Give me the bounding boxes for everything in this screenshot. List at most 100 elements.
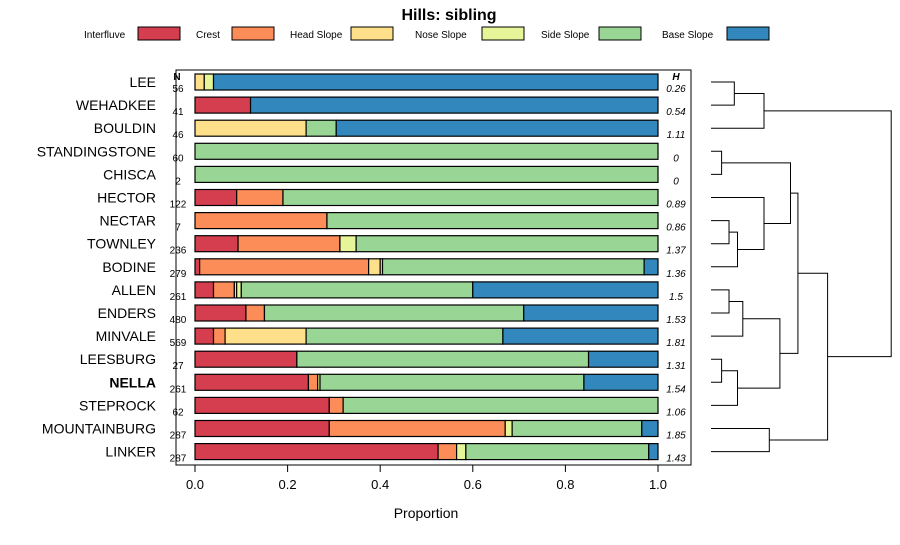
row-label-nectar: NECTAR [99,213,156,229]
bar-segment-leesburg-interfluve [194,350,298,368]
row-label-standingstone: STANDINGSTONE [37,143,156,159]
bar-segment-linker-nose-slope [455,443,467,461]
bar-segment-enders-interfluve [194,304,247,322]
dendrogram-link-9 [711,300,744,337]
dendrogram-link-13 [779,192,799,354]
row-label-hector: HECTOR [97,190,156,206]
dendrogram-link-16 [764,110,892,358]
bar-segment-bouldin-head-slope [194,119,307,137]
rows-layer: LEE 56 0.26 WEHADKEE 41 0.54 BOULDIN 46 1.11 STAN… [37,73,686,465]
bar-segment-lee-base-slope [212,73,659,91]
bar-segment-standingstone-side-slope [194,142,659,160]
dendrogram-link-3 [711,150,723,175]
dendrogram-link-8 [711,289,730,314]
bar-segment-hector-crest [236,188,284,207]
row-n-bouldin: 46 [172,130,184,141]
bar-segment-minvale-head-slope [224,327,307,345]
row-label-minvale: MINVALE [96,328,156,344]
bar-segment-townley-interfluve [194,235,239,253]
legend-swatch-nose-slope [481,26,525,41]
bar-segment-townley-nose-slope [339,235,357,253]
row-n-lee: 56 [172,84,184,95]
dendrogram-link-10 [711,358,723,383]
bar-segment-mountainburg-base-slope [641,419,659,438]
row-h-standingstone: 0 [673,153,679,164]
legend-label-head-slope: Head Slope [290,30,343,41]
legend-label-base-slope: Base Slope [662,30,714,41]
dendrogram-link-2 [711,93,765,129]
bar-segment-nella-interfluve [194,373,310,391]
x-tick-label: 0.8 [556,477,574,492]
bar-segment-mountainburg-crest [328,419,506,438]
bar-segment-hector-side-slope [282,188,659,207]
dendrogram [711,81,892,453]
bar-segment-minvale-interfluve [194,327,215,345]
n-column-header: N [173,72,180,83]
row-n-wehadkee: 41 [172,107,184,118]
dendrogram-link-1 [711,81,735,106]
bar-segment-hector-interfluve [194,188,238,207]
bar-segment-nectar-side-slope [326,212,659,230]
bar-segment-bodine-interfluve [194,258,201,276]
row-h-hector: 0.89 [666,200,686,211]
bar-segment-mountainburg-interfluve [194,419,330,438]
row-label-nella: NELLA [109,374,156,390]
h-column-header: H [672,72,680,83]
row-n-minvale: 569 [170,338,187,349]
x-tick-label: 0.4 [371,477,389,492]
row-label-steprock: STEPROCK [79,397,157,413]
bar-segment-bodine-crest [199,258,370,276]
legend-swatch-base-slope [726,26,770,41]
bar-segment-linker-interfluve [194,443,439,461]
bar-segment-nella-side-slope [319,373,585,391]
dendrogram-link-5 [711,231,738,268]
bar-segment-minvale-side-slope [305,327,504,345]
dendrogram-link-12 [737,318,781,389]
row-h-linker: 1.43 [666,454,686,465]
bar-segment-bodine-side-slope [381,258,645,276]
row-h-chisca: 0 [673,176,679,187]
bar-segment-steprock-side-slope [342,396,659,414]
legend-label-crest: Crest [196,30,220,41]
bar-segment-nella-base-slope [583,373,659,391]
x-axis-label: Proportion [394,505,459,521]
legend-label-nose-slope: Nose Slope [415,30,467,41]
bar-segment-wehadkee-interfluve [194,96,252,114]
bar-segment-minvale-base-slope [502,327,659,345]
bar-segment-lee-nose-slope [203,73,215,91]
row-h-bouldin: 1.11 [667,130,686,141]
row-label-linker: LINKER [105,444,156,460]
bar-segment-chisca-side-slope [194,165,659,183]
legend-swatch-crest [231,26,275,41]
bar-segment-lee-head-slope [194,73,205,91]
row-h-mountainburg: 1.85 [666,431,686,442]
x-tick-label: 0.6 [464,477,482,492]
plot-frame [175,69,692,466]
bar-segment-townley-crest [237,235,341,253]
row-n-allen: 261 [170,292,187,303]
row-label-leesburg: LEESBURG [80,351,156,367]
bar-segment-nella-crest [307,373,319,391]
row-n-leesburg: 27 [172,361,184,372]
row-label-lee: LEE [130,74,156,90]
bar-segment-steprock-crest [328,396,344,414]
bar-segment-minvale-crest [212,327,226,345]
bar-segment-allen-base-slope [472,281,659,299]
row-label-townley: TOWNLEY [87,236,157,252]
x-tick-label: 0.0 [186,477,204,492]
row-h-allen: 1.5 [669,292,683,303]
bar-segment-allen-crest [212,281,235,299]
dendrogram-link-14 [711,428,770,453]
row-label-bouldin: BOULDIN [94,120,156,136]
dendrogram-link-11 [711,370,738,406]
bar-segment-bouldin-base-slope [335,119,659,137]
row-n-chisca: 2 [175,176,181,187]
row-n-standingstone: 60 [172,153,184,164]
bar-segment-wehadkee-base-slope [249,96,659,114]
x-tick-label: 0.2 [279,477,297,492]
bar-segment-linker-base-slope [648,443,659,461]
legend-swatch-interfluve [137,26,181,41]
legend-label-interfluve: Interfluve [84,30,126,41]
bar-segment-linker-crest [437,443,458,461]
dendrogram-link-15 [769,272,829,441]
